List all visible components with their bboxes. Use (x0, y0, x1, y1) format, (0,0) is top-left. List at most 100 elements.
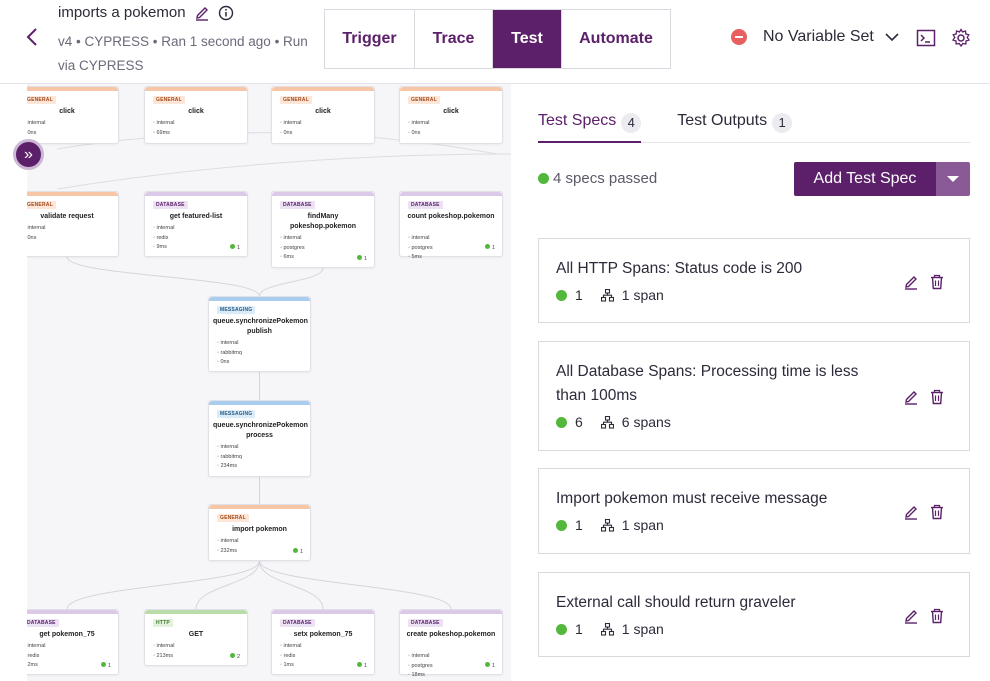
span-node[interactable]: DATABASE setx pokemon_75 internalredis1ms 1 (271, 609, 375, 675)
tab-test-specs-count: 4 (621, 113, 642, 133)
test-spec-passed-count: 1 (575, 621, 583, 637)
span-node-attribute: redis (153, 234, 175, 244)
variable-set-label: No Variable Set (763, 28, 874, 45)
test-spec-card[interactable]: All Database Spans: Processing time is l… (538, 341, 970, 451)
span-node[interactable]: HTTP GET internal213ms 2 (144, 609, 248, 666)
test-spec-span-count: 6 spans (621, 414, 671, 430)
test-spec-passed-count: 1 (575, 287, 583, 303)
span-node-attribute: internal (153, 119, 174, 129)
trash-icon[interactable] (929, 274, 945, 290)
span-node-name: click (188, 108, 204, 115)
span-node-name: queue.synchronizePokemon process (213, 422, 308, 439)
add-test-spec-dropdown-icon[interactable] (936, 162, 970, 196)
pencil-icon[interactable] (903, 504, 919, 520)
span-node[interactable]: DATABASE findMany pokeshop.pokemon interna… (271, 191, 375, 268)
span-node-name: create pokeshop.pokemon (406, 631, 496, 638)
graph-edge (259, 560, 452, 610)
span-node-attributes: internalpostgres5ms (408, 234, 433, 263)
span-node-type-bar (209, 401, 310, 405)
span-node-type-bar (400, 610, 502, 614)
tab-test-outputs[interactable]: Test Outputs 1 (677, 112, 793, 143)
test-spec-card[interactable]: All HTTP Spans: Status code is 200 1 1 s… (538, 238, 970, 323)
span-node[interactable]: DATABASE get featured-list internalredis9m… (144, 191, 248, 257)
span-node-passed-count: 1 (485, 662, 495, 669)
span-node[interactable]: DATABASE count pokeshop.pokemon internalpo… (399, 191, 503, 260)
pencil-icon[interactable] (903, 389, 919, 405)
span-node-attribute: internal (408, 234, 433, 244)
back-arrow-icon[interactable] (22, 26, 44, 48)
tab-trace[interactable]: Trace (415, 10, 493, 68)
span-node-name: click (315, 108, 331, 115)
tab-test-specs-label: Test Specs (538, 112, 617, 129)
trash-icon[interactable] (929, 389, 945, 405)
pencil-icon[interactable] (194, 5, 210, 21)
test-spec-summary: 1 1 span (556, 621, 664, 637)
trash-icon[interactable] (929, 504, 945, 520)
test-spec-card[interactable]: External call should return graveler 1 1… (538, 572, 970, 657)
span-node-attributes: internalredis2ms (27, 642, 45, 671)
span-node-attribute: 0ns (27, 234, 46, 244)
span-node-type-bar (27, 87, 118, 91)
pencil-icon[interactable] (903, 274, 919, 290)
test-spec-passed-count: 1 (575, 517, 583, 533)
span-node[interactable]: GENERAL import pokemon internal232ms 1 (208, 504, 311, 561)
tab-automate[interactable]: Automate (579, 30, 653, 47)
tab-test[interactable]: Test (493, 10, 562, 68)
span-node[interactable]: DATABASE get pokemon_75 internalredis2ms 1 (27, 609, 119, 675)
span-node-attribute: 1ms (280, 661, 302, 671)
test-spec-passed-count: 6 (575, 414, 583, 430)
span-node-attribute: postgres (408, 662, 432, 672)
tab-test-outputs-count: 1 (772, 113, 793, 133)
test-spec-title: External call should return graveler (556, 594, 796, 611)
span-node-name: click (59, 108, 75, 115)
span-node-attribute: internal (408, 652, 433, 662)
run-tabs: Trigger Trace Test Automate (324, 9, 671, 69)
span-node[interactable]: DATABASE create pokeshop.pokemon internalp… (399, 609, 503, 678)
run-meta: v4 • CYPRESS • Ran 1 second ago • Run vi… (58, 34, 308, 73)
tab-test-specs[interactable]: Test Specs 4 (538, 112, 642, 143)
test-spec-summary: 6 6 spans (556, 414, 671, 430)
double-chevron-right-icon[interactable]: » (13, 139, 44, 170)
span-node-passed-count: 1 (230, 244, 240, 251)
span-node-type-badge: GENERAL (27, 201, 56, 209)
trace-graph[interactable]: GENERALclickinternal0nsGENERALclickinter… (27, 84, 511, 681)
span-node[interactable]: MESSAGING queue.synchronizePokemon publis… (208, 296, 311, 372)
span-node-attribute: internal (280, 642, 301, 652)
graph-edge (259, 267, 324, 297)
add-test-spec-button[interactable]: Add Test Spec (794, 162, 936, 196)
span-node-passed-count: 1 (357, 662, 367, 669)
span-node-attribute: 9ms (153, 243, 175, 253)
span-node-attribute: internal (153, 642, 174, 652)
span-node-attributes: internal0ns (408, 119, 429, 138)
test-spec-card[interactable]: Import pokemon must receive message 1 1 … (538, 468, 970, 554)
gear-icon[interactable] (951, 28, 971, 48)
span-node-passed-count: 2 (230, 653, 240, 660)
tab-trigger[interactable]: Trigger (325, 10, 415, 68)
info-icon[interactable] (218, 5, 234, 21)
terminal-icon[interactable] (916, 28, 936, 48)
span-node-attribute: 0ns (27, 129, 46, 139)
passed-dot-icon (556, 416, 567, 428)
span-node[interactable]: GENERAL validate request internal0ns (27, 191, 119, 257)
span-node-type-badge: GENERAL (280, 96, 312, 104)
passed-dot-icon (556, 623, 567, 635)
span-node-name: findMany pokeshop.pokemon (289, 213, 357, 230)
span-node[interactable]: MESSAGING queue.synchronizePokemon proces… (208, 400, 311, 477)
span-node-attribute: internal (280, 234, 305, 244)
span-node-type-bar (272, 610, 374, 614)
variable-set-selector[interactable]: No Variable Set (731, 28, 900, 46)
span-node-attributes: internal0ns (280, 119, 301, 138)
pencil-icon[interactable] (903, 608, 919, 624)
span-node-attribute: internal (408, 119, 429, 129)
span-node-type-badge: HTTP (153, 619, 173, 627)
minus-circle-icon (731, 29, 747, 45)
span-node-attribute: internal (217, 537, 238, 547)
span-node-type-badge: DATABASE (280, 201, 315, 209)
trash-icon[interactable] (929, 608, 945, 624)
span-node-type-bar (209, 505, 310, 509)
span-node-attribute: internal (217, 339, 242, 349)
